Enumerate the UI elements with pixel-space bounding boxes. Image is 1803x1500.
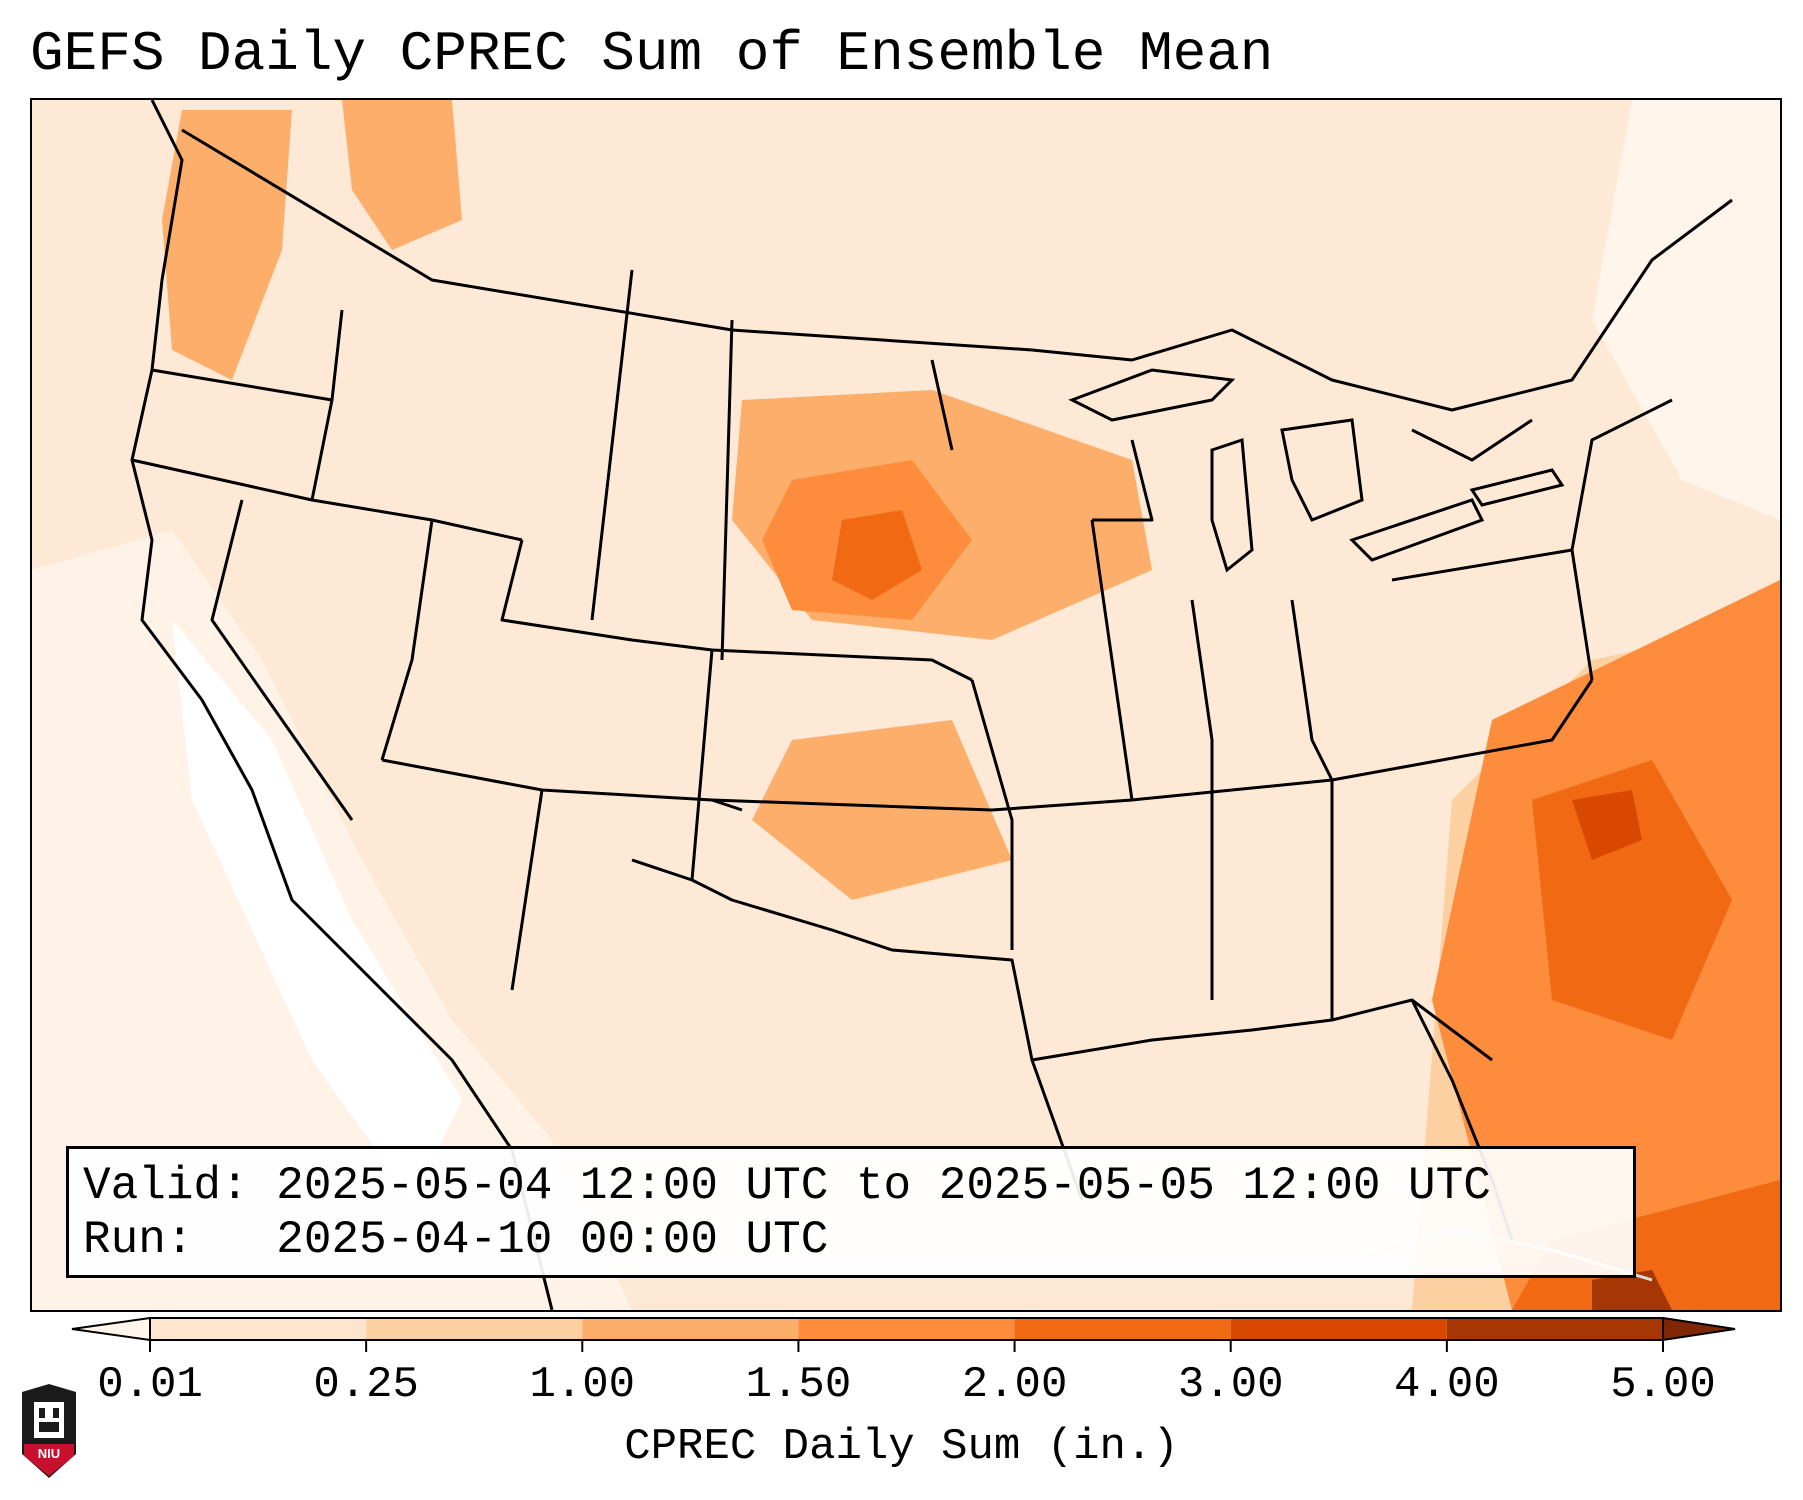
valid-label: Valid:	[83, 1160, 249, 1212]
colorbar-tick-label: 1.50	[745, 1360, 852, 1410]
colorbar-tick-label: 5.00	[1610, 1360, 1716, 1410]
colorbar-segment	[582, 1318, 799, 1340]
colorbar-tick-label: 1.00	[529, 1360, 636, 1410]
colorbar-segment	[1230, 1318, 1447, 1340]
svg-text:NIU: NIU	[38, 1446, 60, 1461]
run-row: Run: 2025-04-10 00:00 UTC	[83, 1213, 1619, 1267]
map-canvas	[32, 100, 1780, 1310]
run-label: Run:	[83, 1214, 194, 1266]
colorbar-tick-label: 2.00	[961, 1360, 1068, 1410]
colorbar-segment	[1446, 1318, 1663, 1340]
colorbar-tick-label: 4.00	[1394, 1360, 1500, 1410]
colorbar-scale	[71, 1316, 1736, 1352]
colorbar-segment	[798, 1318, 1015, 1340]
colorbar-label: CPREC Daily Sum (in.)	[624, 1422, 1179, 1472]
run-value: 2025-04-10 00:00 UTC	[276, 1214, 829, 1266]
colorbar-extend-high	[1662, 1316, 1736, 1342]
colorbar-segment	[366, 1318, 583, 1340]
valid-value: 2025-05-04 12:00 UTC to 2025-05-05 12:00…	[276, 1160, 1491, 1212]
map-title: GEFS Daily CPREC Sum of Ensemble Mean	[30, 22, 1274, 86]
colorbar-segment	[150, 1318, 367, 1340]
validity-info-box: Valid: 2025-05-04 12:00 UTC to 2025-05-0…	[66, 1146, 1636, 1278]
valid-row: Valid: 2025-05-04 12:00 UTC to 2025-05-0…	[83, 1159, 1619, 1213]
niu-logo: NIU	[20, 1384, 78, 1478]
colorbar-tick-label: 0.25	[313, 1360, 419, 1410]
colorbar-extend-low	[71, 1316, 151, 1342]
precipitation-map	[30, 98, 1782, 1312]
colorbar-segment	[1014, 1318, 1231, 1340]
colorbar-tick-label: 0.01	[97, 1360, 203, 1410]
colorbar-tick-label: 3.00	[1177, 1360, 1284, 1410]
colorbar: 0.01 0.25 1.00 1.50 2.00 3.00 4.00 5.00 CPREC D…	[0, 1310, 1803, 1500]
